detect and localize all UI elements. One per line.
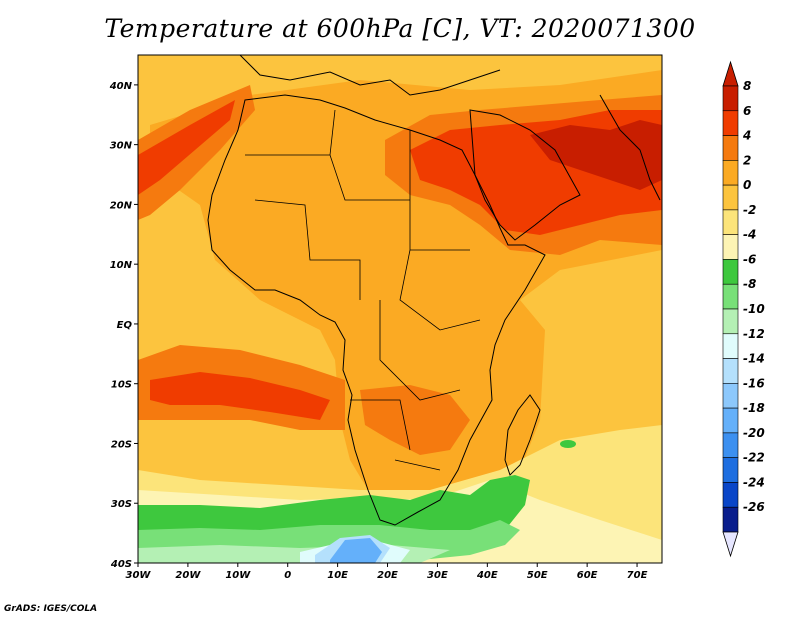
colorbar-label: 2 (743, 153, 751, 167)
temperature-field (138, 55, 662, 563)
colorbar-label: -22 (743, 451, 765, 465)
colorbar-label: -12 (743, 327, 765, 341)
lat-tick-label: 30S (111, 499, 132, 510)
lat-tick-label: 30N (110, 141, 133, 152)
field-very-hot-atlantic-north (138, 100, 235, 195)
arabia-coastline (469, 109, 581, 241)
lon-tick-label: 10W (225, 570, 251, 581)
colorbar-label: -14 (743, 352, 765, 366)
colorbar-label: 4 (742, 129, 751, 143)
colorbar-segment (722, 283, 739, 310)
lat-tick-label: 20S (111, 439, 132, 450)
colorbar-label: 8 (743, 79, 751, 93)
lat-tick-label: EQ (117, 320, 133, 331)
field-green-band (138, 475, 530, 545)
lon-tick-label: 10E (327, 570, 348, 581)
lon-tick-label: 30W (126, 570, 152, 581)
colorbar-segment (722, 85, 739, 112)
lat-tick-label: 10S (111, 380, 132, 391)
field-very-hot-atlantic-south (150, 372, 330, 420)
grads-credit: GrADS: IGES/COLA (4, 604, 98, 614)
colorbar-segment (722, 383, 739, 409)
colorbar-segment (722, 160, 739, 186)
colorbar-segment (722, 407, 739, 434)
colorbar-label: 0 (743, 178, 751, 192)
colorbar-segment (722, 308, 739, 335)
colorbar-label: 6 (743, 104, 751, 118)
lon-tick-label: 60E (577, 570, 598, 581)
colorbar-segment (722, 209, 739, 235)
europe-coastline (239, 55, 501, 96)
colorbar-bottom-triangle (722, 531, 739, 558)
field-extreme-arabia (530, 120, 662, 190)
colorbar-label: -24 (743, 475, 765, 489)
colorbar-segment (722, 184, 739, 211)
colorbar-segment (722, 234, 739, 260)
colorbar-label: -26 (743, 500, 765, 514)
lon-tick-label: 20E (377, 570, 398, 581)
colorbar-label: -16 (743, 376, 765, 390)
colorbar-segment (722, 432, 739, 458)
field-hot-southern-africa (360, 385, 470, 455)
colorbar-segment (722, 358, 739, 384)
colorbar-segment (722, 457, 739, 483)
colorbar-label: -8 (743, 277, 756, 291)
colorbar-label: -20 (743, 426, 765, 440)
colorbar: 8 6 4 2 0 -2 -4 -6 -8 -10 -12 -14 -16 -18 -20 -22 -24 -26 (722, 60, 765, 558)
colorbar-label: -10 (743, 302, 765, 316)
lat-tick-label: 40N (109, 81, 133, 92)
colorbar-segment (722, 259, 739, 285)
plot-frame (137, 54, 663, 564)
colorbar-top-triangle (722, 60, 739, 87)
lon-axis: 30W 20W 10W 0 10E 20E 30E 40E 50E 60E 70E (126, 563, 648, 581)
lon-tick-label: 40E (476, 570, 498, 581)
colorbar-segment (722, 482, 739, 508)
lon-tick-label: 70E (627, 570, 648, 581)
lon-tick-label: 30E (427, 570, 448, 581)
lat-tick-label: 10N (110, 260, 133, 271)
colorbar-segment (722, 110, 739, 136)
india-coastline (599, 94, 661, 201)
africa-coastline (207, 94, 546, 526)
coastlines (207, 55, 661, 526)
colorbar-segment (722, 135, 739, 161)
lat-tick-label: 20N (110, 200, 133, 211)
lon-tick-label: 50E (527, 570, 548, 581)
colorbar-segment (722, 333, 739, 359)
field-blue (330, 538, 382, 563)
colorbar-label: -6 (743, 252, 756, 266)
madagascar-coastline (504, 394, 541, 476)
colorbar-label: -4 (743, 228, 756, 242)
colorbar-segment (722, 506, 739, 533)
lat-tick-label: 40S (110, 559, 132, 570)
map-title: Temperature at 600hPa [C], VT: 202007130… (104, 14, 696, 43)
colorbar-label: -2 (743, 203, 756, 217)
lat-axis: 40N 30N 20N 10N EQ 10S 20S 30S 40S (109, 81, 138, 570)
colorbar-label: -18 (743, 401, 765, 415)
lon-tick-label: 20W (175, 570, 201, 581)
interior-borders (245, 109, 481, 471)
lon-tick-label: 0 (284, 570, 291, 581)
field-green-patch-indian-ocean (560, 440, 576, 448)
